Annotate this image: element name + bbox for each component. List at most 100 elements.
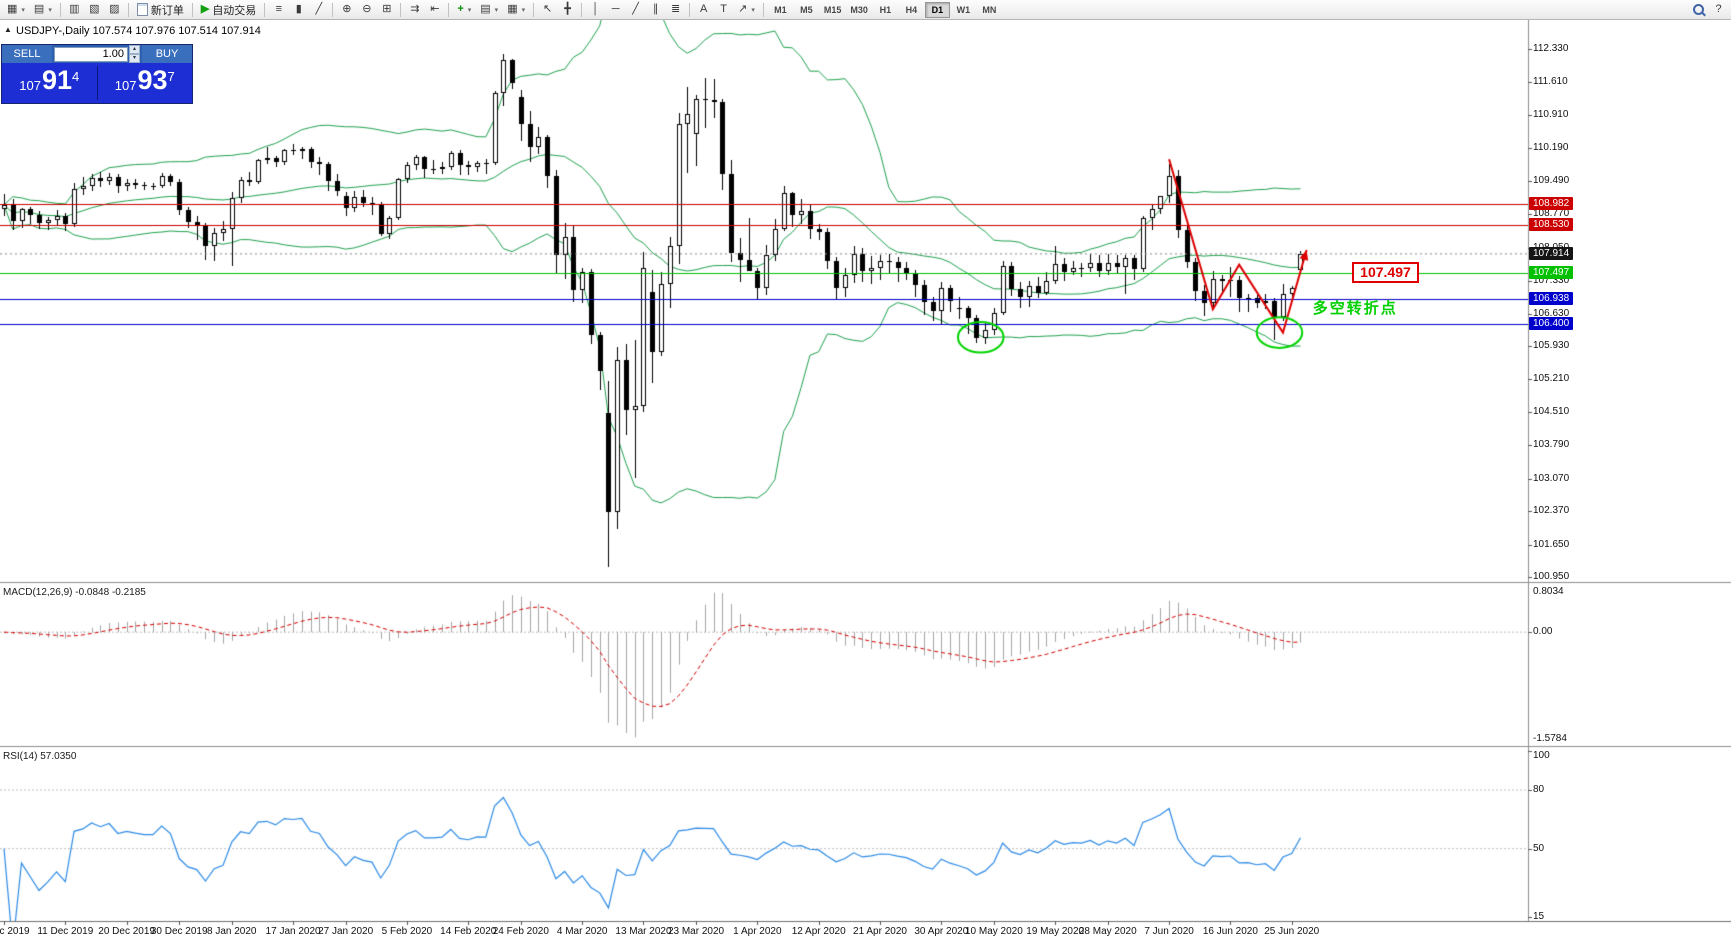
timeframe-d1[interactable]: D1 — [924, 1, 950, 18]
text-icon: A — [699, 3, 708, 15]
market-watch-button[interactable]: ▥ — [65, 1, 84, 18]
timeframe-h1[interactable]: H1 — [873, 2, 898, 18]
sell-price-pip: 4 — [72, 69, 80, 84]
trendline-button[interactable]: ╱ — [626, 1, 645, 18]
date-axis-label: 20 Dec 2019 — [98, 926, 155, 937]
timeframe-m30[interactable]: M30 — [846, 2, 872, 18]
buy-button[interactable]: BUY — [142, 45, 192, 63]
cursor-button[interactable]: ↖ — [538, 1, 557, 18]
date-axis-label: 12 Apr 2020 — [791, 926, 846, 937]
profiles-icon: ▤ — [33, 3, 45, 15]
zoom-out-button[interactable]: ⊖ — [357, 1, 376, 18]
date-axis-label: 25 Jun 2020 — [1264, 926, 1320, 937]
new-chart-icon: ▦ — [7, 3, 18, 15]
price-scale[interactable]: 112.330 111.610 110.910 110.190 109.490 108.7… — [0, 20, 1731, 922]
channel-icon: ∥ — [652, 3, 659, 15]
terminal-button[interactable]: ▨ — [105, 1, 124, 18]
text-button[interactable]: A — [694, 1, 713, 18]
date-axis-label: 10 May 2020 — [964, 926, 1023, 937]
buy-price-big: 93 — [137, 65, 168, 95]
price-scale-label: 105.930 — [1533, 340, 1570, 352]
turning-point-note[interactable]: 多空转折点 — [1312, 299, 1398, 317]
chart-canvas[interactable] — [0, 20, 1731, 945]
new-chart-button[interactable]: ▦ ▾ — [3, 1, 29, 18]
fibonacci-icon: ≣ — [671, 3, 681, 15]
vertical-line-button[interactable]: │ — [586, 1, 605, 18]
price-scale-label: 103.790 — [1533, 439, 1570, 451]
zoom-in-button[interactable]: ⊕ — [337, 1, 356, 18]
profiles-button[interactable]: ▤ ▾ — [30, 1, 56, 18]
sell-button[interactable]: SELL — [2, 45, 52, 63]
date-axis-label: 11 Dec 2019 — [37, 926, 94, 937]
volume-input[interactable] — [54, 46, 128, 62]
date-axis-label: 5 Feb 2020 — [381, 926, 433, 937]
autotrading-button[interactable]: ▶ 自动交易 — [197, 1, 260, 18]
new-order-icon — [136, 3, 148, 16]
terminal-icon: ▨ — [109, 3, 120, 15]
one-click-trading-panel: SELL ▴ ▾ BUY 107 91 4 — [1, 44, 193, 104]
price-scale-label: 109.490 — [1533, 174, 1570, 186]
price-divider — [96, 66, 98, 100]
bars-button[interactable]: ≡ — [269, 1, 288, 18]
periods-button[interactable]: ▤ ▾ — [476, 1, 502, 18]
volume-decrease-button[interactable]: ▾ — [129, 54, 140, 63]
search-button[interactable] — [1689, 1, 1708, 18]
rsi-indicator-label: RSI(14) 57.0350 — [3, 751, 77, 762]
candles-button[interactable]: ▮ — [289, 1, 308, 18]
timeframe-mn[interactable]: MN — [977, 2, 1002, 18]
date-axis-label: 14 Feb 2020 — [440, 926, 497, 937]
chevron-down-icon: ▾ — [494, 6, 499, 14]
text-label-button[interactable]: T — [714, 1, 733, 18]
tile-windows-button[interactable]: ⊞ — [377, 1, 396, 18]
macd-scale-zero: 0.00 — [1533, 626, 1553, 638]
templates-button[interactable]: ▦ ▾ — [503, 1, 529, 18]
price-level-tag: 107.497 — [1529, 266, 1574, 280]
help-button[interactable]: ? — [1709, 1, 1728, 18]
bars-icon: ≡ — [275, 3, 283, 15]
date-axis-label: 21 Apr 2020 — [853, 926, 907, 937]
chart-area[interactable]: ▲ USDJPY-,Daily 107.574 107.976 107.514 … — [0, 20, 1731, 945]
buy-price-button[interactable]: 107 93 7 — [98, 65, 193, 98]
fibonacci-button[interactable]: ≣ — [666, 1, 685, 18]
auto-scroll-button[interactable]: ⇉ — [405, 1, 424, 18]
channel-button[interactable]: ∥ — [646, 1, 665, 18]
arrows-button[interactable]: ↗ ▾ — [734, 1, 759, 18]
volume-control: ▴ ▾ — [52, 45, 142, 63]
rsi-scale-label: 50 — [1533, 842, 1545, 854]
timeframe-m15[interactable]: M15 — [820, 2, 846, 18]
timeframe-w1[interactable]: W1 — [951, 2, 976, 18]
chevron-down-icon: ▾ — [21, 6, 25, 14]
chart-shift-button[interactable]: ⇤ — [425, 1, 444, 18]
zoom-in-icon: ⊕ — [342, 3, 352, 15]
price-callout-box[interactable]: 107.497 — [1352, 262, 1419, 284]
price-scale-label: 110.190 — [1533, 142, 1569, 154]
horizontal-line-button[interactable]: ─ — [606, 1, 625, 18]
indicators-button[interactable]: + ▾ — [453, 1, 475, 18]
price-scale-label: 104.510 — [1533, 406, 1570, 417]
line-chart-button[interactable]: ╱ — [309, 1, 328, 18]
timeframe-m1[interactable]: M1 — [768, 2, 793, 18]
price-scale-label: 100.950 — [1533, 571, 1570, 583]
timeframe-m5[interactable]: M5 — [794, 2, 819, 18]
autotrading-button-label: 自动交易 — [212, 4, 257, 17]
volume-increase-button[interactable]: ▴ — [129, 45, 140, 54]
zoom-out-icon: ⊖ — [362, 3, 372, 15]
chevron-down-icon: ▾ — [751, 6, 755, 14]
toolbar-separator — [332, 2, 334, 17]
date-axis-label: 30 Apr 2020 — [914, 926, 969, 937]
macd-scale-max: 0.8034 — [1533, 586, 1564, 597]
auto-scroll-icon: ⇉ — [410, 3, 420, 15]
new-order-button[interactable]: 新订单 — [133, 1, 188, 18]
price-level-tag: 106.400 — [1529, 317, 1574, 331]
crosshair-button[interactable]: ╋ — [558, 1, 577, 18]
one-click-toggle[interactable]: ▲ — [4, 25, 12, 34]
navigator-button[interactable]: ▧ — [85, 1, 104, 18]
date-axis-label: 8 Jan 2020 — [207, 926, 257, 937]
timeframe-h4[interactable]: H4 — [899, 2, 924, 18]
sell-price-button[interactable]: 107 91 4 — [2, 67, 97, 98]
price-scale-label: 112.330 — [1533, 42, 1569, 54]
rsi-scale-label: 100 — [1533, 750, 1550, 761]
buy-price-prefix: 107 — [114, 78, 137, 93]
